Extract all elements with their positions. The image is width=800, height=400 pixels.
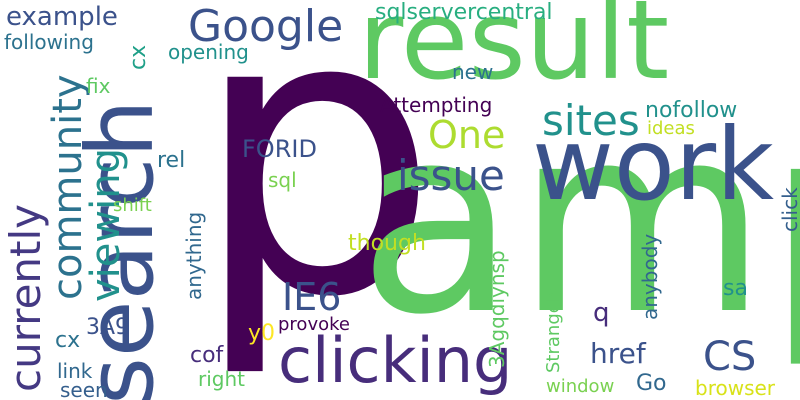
word-amp: amp [358, 71, 800, 371]
word-browser: browser [695, 376, 776, 400]
word-cx-bottom: cx [55, 328, 81, 353]
word-forid: FORID [242, 135, 317, 163]
word-attempting: Attempting [380, 93, 493, 117]
word-p: p [192, 0, 440, 382]
word-clicking: clicking [278, 324, 513, 397]
word-sa: sa [723, 276, 748, 301]
word-go: Go [636, 371, 667, 396]
word-window: window [546, 376, 615, 397]
word-strangely: Strangely [543, 286, 564, 373]
word-though: though [348, 231, 426, 256]
word-ideas: ideas [647, 118, 695, 139]
word-shift: shift [113, 195, 152, 216]
word-currently: currently [1, 203, 50, 392]
word-anybody: anybody [638, 233, 662, 320]
word-issue: issue [397, 151, 505, 200]
word-fix: fix [86, 74, 111, 98]
word-cx-top: cx [126, 44, 151, 70]
word-href: href [590, 337, 646, 370]
word-example: example [6, 2, 118, 32]
word-following: following [4, 30, 94, 54]
word-one: One [428, 113, 506, 157]
word-3agqdiynsp: 3Agqdiynsp [485, 250, 509, 368]
word-viewing: viewing [83, 148, 129, 302]
word-3a9: 3A9 [86, 315, 130, 340]
word-link: link [57, 359, 93, 383]
word-anything: anything [182, 211, 206, 300]
word-sqlservercentral: sqlservercentral [375, 0, 553, 25]
word-cof: cof [190, 343, 224, 368]
word-new: new [452, 60, 494, 84]
word-provoke: provoke [278, 314, 350, 335]
word-cs: CS [703, 334, 757, 380]
word-ie6: IE6 [282, 275, 342, 319]
word-y0: y0 [248, 321, 276, 346]
word-google: Google [188, 1, 344, 52]
word-click: click [778, 187, 800, 232]
word-sites: sites [542, 96, 640, 145]
word-right: right [198, 367, 245, 391]
word-result: result [358, 0, 670, 104]
word-sql: sql [268, 168, 297, 192]
word-work: work [532, 106, 774, 223]
word-seen: seen [60, 378, 108, 400]
word-q: q [593, 298, 610, 328]
word-rel: rel [157, 148, 186, 173]
word-community: community [45, 74, 91, 300]
word-opening: opening [168, 40, 249, 64]
word-nofollow: nofollow [645, 98, 738, 123]
